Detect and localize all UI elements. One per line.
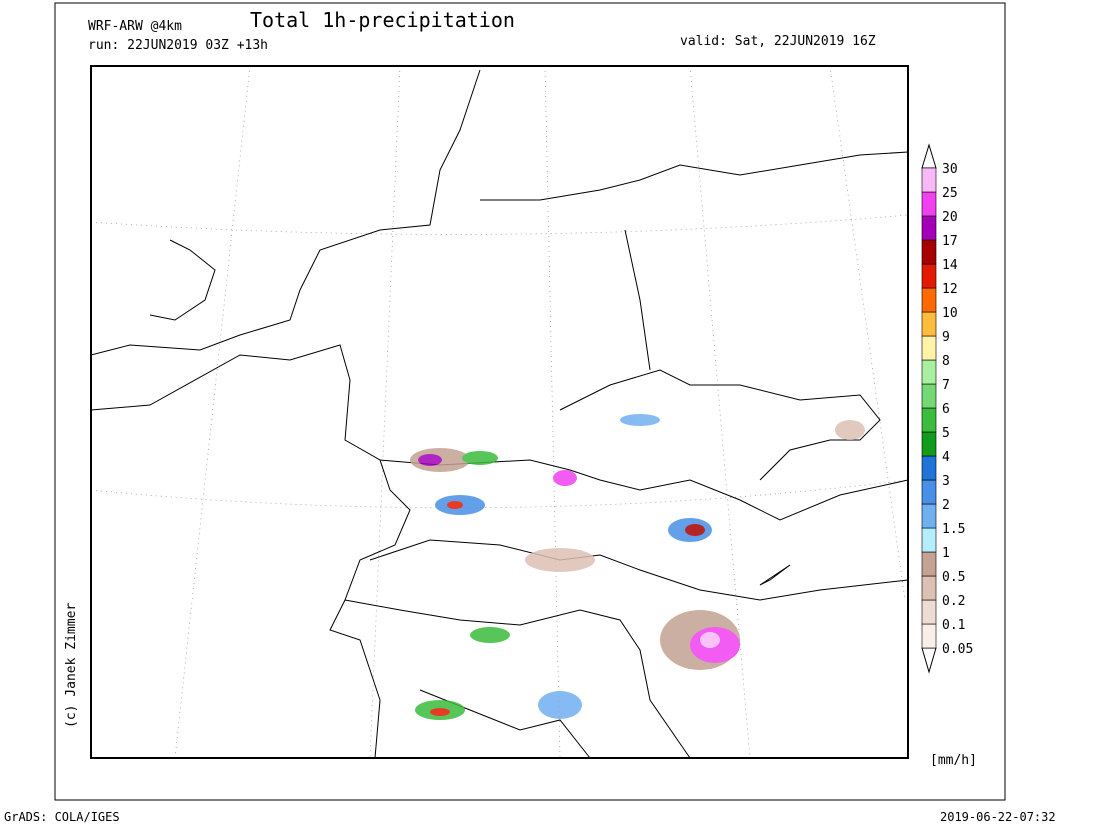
colorbar-box — [921, 455, 937, 481]
colorbar-label: 3 — [942, 474, 950, 489]
precipitation — [410, 414, 865, 720]
footer-left: GrADS: COLA/IGES — [4, 810, 120, 824]
colorbar-box — [921, 383, 937, 409]
colorbar-box — [921, 311, 937, 337]
precip-area — [525, 548, 595, 572]
graticule-line — [369, 65, 401, 759]
colorbar-label: 5 — [942, 426, 950, 441]
colorbar-box — [921, 575, 937, 601]
colorbar-box — [921, 167, 937, 193]
colorbar-label: 30 — [942, 162, 958, 177]
colorbar-label: 0.05 — [942, 642, 973, 657]
colorbar-box — [921, 551, 937, 577]
colorbar-label: 1 — [942, 546, 950, 561]
colorbar-label: 10 — [942, 306, 958, 321]
colorbar-box — [921, 359, 937, 385]
colorbar-end — [921, 143, 937, 169]
colorbar-box — [921, 503, 937, 529]
border — [379, 459, 909, 521]
border — [369, 539, 909, 601]
precip-area — [835, 420, 865, 440]
colorbar-box — [921, 191, 937, 217]
colorbar-box — [921, 527, 937, 553]
colorbar-label: 12 — [942, 282, 958, 297]
coastline — [90, 69, 481, 356]
precip-area — [430, 708, 450, 716]
credit: (c) Janek Zimmer — [64, 603, 79, 728]
colorbar-label: 17 — [942, 234, 958, 249]
coastline — [149, 239, 216, 321]
precip-area — [462, 451, 498, 465]
colorbar: 0.05 0.1 0.2 0.5 1 1.5 2 3 4 5 6 7 8 9 10 12 14 17 20 25 30 — [921, 143, 973, 674]
colorbar-label: 6 — [942, 402, 950, 417]
border — [624, 229, 651, 371]
valid-label: valid: Sat, 22JUN2019 16Z — [680, 34, 876, 49]
colorbar-label: 9 — [942, 330, 950, 345]
colorbar-label: 1.5 — [942, 522, 965, 537]
map — [90, 65, 909, 759]
run-label: run: 22JUN2019 03Z +13h — [88, 38, 268, 53]
precip-area — [418, 454, 442, 466]
figure-frame — [54, 2, 1006, 801]
precip-area — [538, 691, 582, 719]
colorbar-box — [921, 215, 937, 241]
colorbar-label: 25 — [942, 186, 958, 201]
border — [90, 344, 411, 759]
colorbar-box — [921, 263, 937, 289]
graticule-line — [174, 65, 251, 759]
precip-area — [447, 501, 463, 509]
border — [344, 599, 691, 759]
colorbar-label: 14 — [942, 258, 958, 273]
colorbar-label: 2 — [942, 498, 950, 513]
colorbar-box — [921, 431, 937, 457]
graticule-line — [90, 479, 909, 509]
map-title: Total 1h-precipitation — [250, 8, 515, 32]
graticule — [90, 65, 909, 759]
colorbar-label: 4 — [942, 450, 950, 465]
border — [559, 369, 881, 481]
precip-area — [685, 524, 705, 536]
colorbar-label: 0.1 — [942, 618, 965, 633]
model-label: WRF-ARW @4km — [88, 19, 182, 34]
precip-area — [553, 470, 577, 486]
precip-area — [700, 632, 720, 648]
colorbar-label: 0.5 — [942, 570, 965, 585]
colorbar-box — [921, 599, 937, 625]
coastline — [480, 151, 909, 201]
precip-area — [620, 414, 660, 426]
colorbar-box — [921, 239, 937, 265]
colorbar-box — [921, 335, 937, 361]
graticule-line — [90, 214, 909, 235]
colorbar-label: 20 — [942, 210, 958, 225]
unit-label: [mm/h] — [930, 753, 977, 768]
lake — [759, 564, 791, 586]
footer-right: 2019-06-22-07:32 — [940, 810, 1056, 824]
colorbar-label: 7 — [942, 378, 950, 393]
precip-area — [470, 627, 510, 643]
colorbar-end — [921, 647, 937, 674]
graticule-line — [544, 65, 561, 759]
map-background — [91, 66, 908, 758]
colorbar-box — [921, 287, 937, 313]
colorbar-box — [921, 623, 937, 649]
colorbar-label: 8 — [942, 354, 950, 369]
colorbar-box — [921, 479, 937, 505]
colorbar-box — [921, 407, 937, 433]
graticule-line — [689, 65, 751, 759]
map-frame — [90, 65, 909, 759]
colorbar-label: 0.2 — [942, 594, 965, 609]
